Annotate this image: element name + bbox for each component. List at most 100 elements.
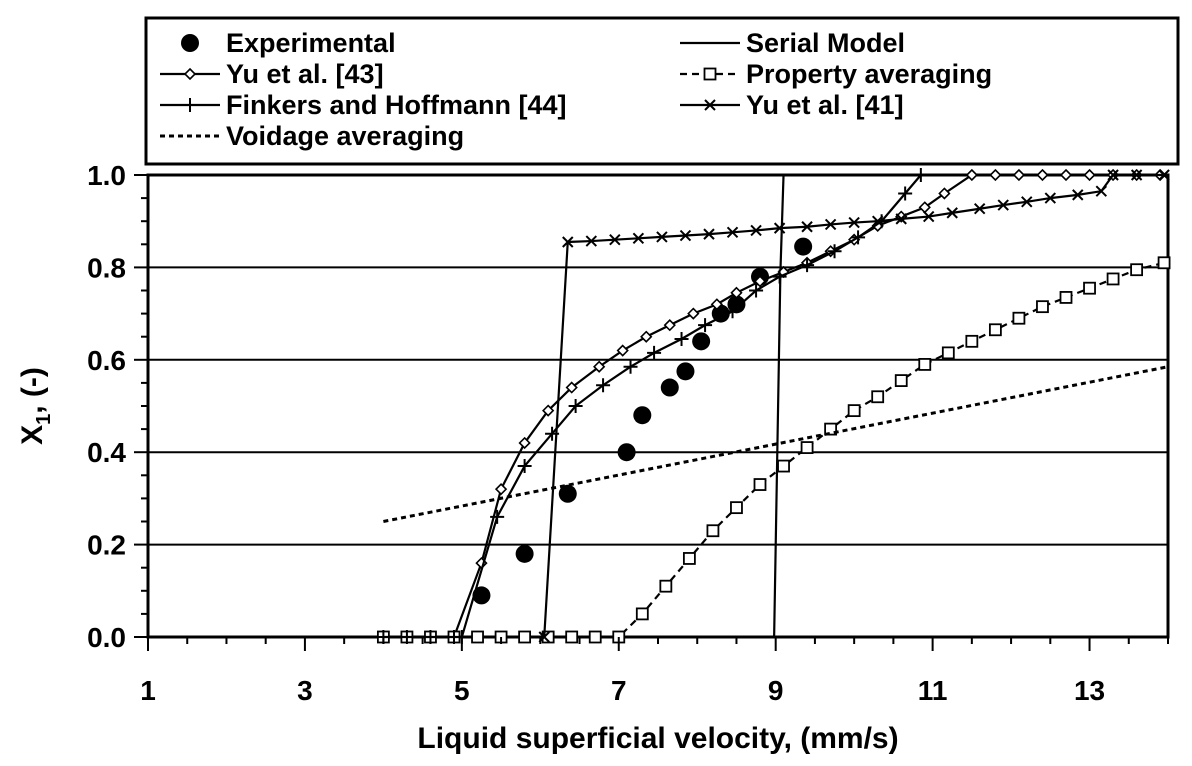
series-point-4-10 — [623, 359, 638, 374]
series-point-3-25 — [965, 334, 979, 348]
series-point-2-14 — [710, 298, 723, 311]
series-point-3-20 — [847, 404, 861, 418]
y-tick-label-0: 0.0 — [87, 622, 126, 653]
series-point-5-21 — [1044, 192, 1057, 204]
series-point-3-12 — [659, 579, 673, 593]
series-point-2-9 — [593, 360, 606, 373]
series-point-3-28 — [1036, 300, 1049, 314]
series-point-3-23 — [918, 358, 932, 371]
legend-marker-0 — [181, 34, 199, 52]
y-axis-title-subscript: 1 — [33, 414, 55, 425]
series-point-4-22 — [913, 168, 928, 182]
series-point-5-1 — [562, 236, 574, 248]
series-point-2-30 — [1083, 168, 1096, 182]
x-tick-label-0: 1 — [140, 675, 156, 706]
gridlines — [148, 266, 1168, 546]
series-point-2-15 — [730, 286, 743, 299]
series-point-4-12 — [674, 332, 689, 347]
series-point-5-24 — [1107, 169, 1119, 181]
legend-entry-yu-41: Yu et al. [41] — [680, 90, 904, 120]
series-point-0-11 — [794, 237, 813, 256]
series-layer — [376, 168, 1171, 644]
series-point-4-1 — [399, 630, 414, 644]
legend-sample-property — [680, 67, 740, 81]
x-tick-label-1: 3 — [297, 675, 313, 706]
legend-sample-experimental — [181, 34, 199, 52]
series-point-5-2 — [585, 235, 598, 247]
y-axis-title-suffix: , (-) — [16, 367, 49, 414]
series-point-3-14 — [706, 524, 720, 538]
legend-entry-property: Property averaging — [680, 59, 992, 89]
legend-sample-yu-43 — [160, 67, 220, 81]
series-point-0-1 — [515, 544, 534, 563]
series-point-2-24 — [938, 187, 951, 200]
series-point-5-8 — [726, 226, 739, 238]
series-6 — [383, 365, 1169, 523]
y-axis-title-main: X — [16, 425, 49, 445]
series-point-5-26 — [1158, 169, 1170, 181]
series-point-3-26 — [988, 323, 1002, 337]
series-point-4-16 — [772, 269, 787, 284]
legend-sample-yu-41 — [680, 99, 740, 111]
series-point-0-0 — [472, 586, 491, 605]
series-point-2-5 — [494, 483, 508, 496]
series-point-4-15 — [749, 283, 764, 298]
series-point-0-4 — [633, 406, 652, 425]
series-point-5-16 — [922, 210, 935, 223]
x-tick-label-2: 5 — [454, 675, 470, 706]
series-point-3-21 — [871, 390, 885, 404]
series-point-3-15 — [730, 501, 743, 515]
series-point-5-19 — [997, 199, 1009, 211]
legend-entry-finkers: Finkers and Hoffmann [44] — [160, 90, 567, 120]
series-point-5-9 — [750, 224, 762, 237]
series-point-4-6 — [517, 459, 532, 474]
series-point-5-11 — [801, 221, 813, 233]
legend-label-voidage: Voidage averaging — [226, 121, 464, 151]
series-point-5-13 — [848, 216, 860, 229]
plot-area — [146, 168, 1171, 644]
series-point-5-12 — [824, 218, 837, 231]
series-point-3-32 — [1130, 263, 1144, 277]
legend-entry-experimental: Experimental — [181, 28, 396, 58]
series-point-3-18 — [800, 441, 814, 454]
series-point-5-3 — [609, 233, 621, 246]
series-point-5-6 — [679, 229, 692, 242]
legend-marker-2 — [183, 67, 197, 81]
series-point-3-29 — [1059, 291, 1073, 304]
series-point-2-26 — [989, 168, 1002, 182]
series-point-5-18 — [973, 203, 986, 215]
x-tick-label-3: 7 — [611, 675, 627, 706]
legend-label-serial: Serial Model — [746, 28, 905, 58]
legend-entry-serial: Serial Model — [680, 28, 905, 58]
series-point-2-12 — [663, 319, 676, 332]
legend-label-finkers: Finkers and Hoffmann [44] — [226, 90, 567, 120]
legend-label-experimental: Experimental — [226, 28, 396, 58]
series-point-3-27 — [1012, 311, 1026, 325]
legend-marker-5 — [704, 99, 716, 111]
series-point-4-9 — [596, 378, 611, 393]
series-point-4-13 — [698, 318, 713, 333]
series-point-3-30 — [1083, 281, 1096, 295]
series-point-3-4 — [471, 630, 484, 644]
series-point-2-27 — [1012, 168, 1026, 182]
series-line-2 — [383, 173, 1161, 639]
legend-entry-yu-43: Yu et al. [43] — [160, 59, 384, 89]
series-point-0-5 — [660, 378, 679, 397]
series-point-3-8 — [565, 630, 579, 644]
series-point-2-11 — [640, 330, 653, 343]
legend-box — [144, 16, 1180, 166]
series-point-3-9 — [588, 630, 602, 644]
series-point-4-21 — [898, 186, 913, 201]
series-point-3-6 — [518, 630, 532, 644]
legend-label-yu-43: Yu et al. [43] — [226, 59, 384, 89]
y-axis-title: X1, (-) — [16, 367, 55, 445]
series-point-5-15 — [895, 213, 907, 225]
series-point-3-16 — [753, 478, 767, 491]
series-point-3-17 — [777, 459, 790, 473]
x-axis-title: Liquid superficial velocity, (mm/s) — [417, 722, 898, 755]
y-tick-label-5: 1.0 — [87, 160, 126, 191]
series-point-2-10 — [616, 344, 629, 357]
y-tick-label-4: 0.8 — [87, 252, 126, 283]
series-point-2-8 — [565, 381, 578, 394]
series-point-0-6 — [676, 362, 695, 381]
